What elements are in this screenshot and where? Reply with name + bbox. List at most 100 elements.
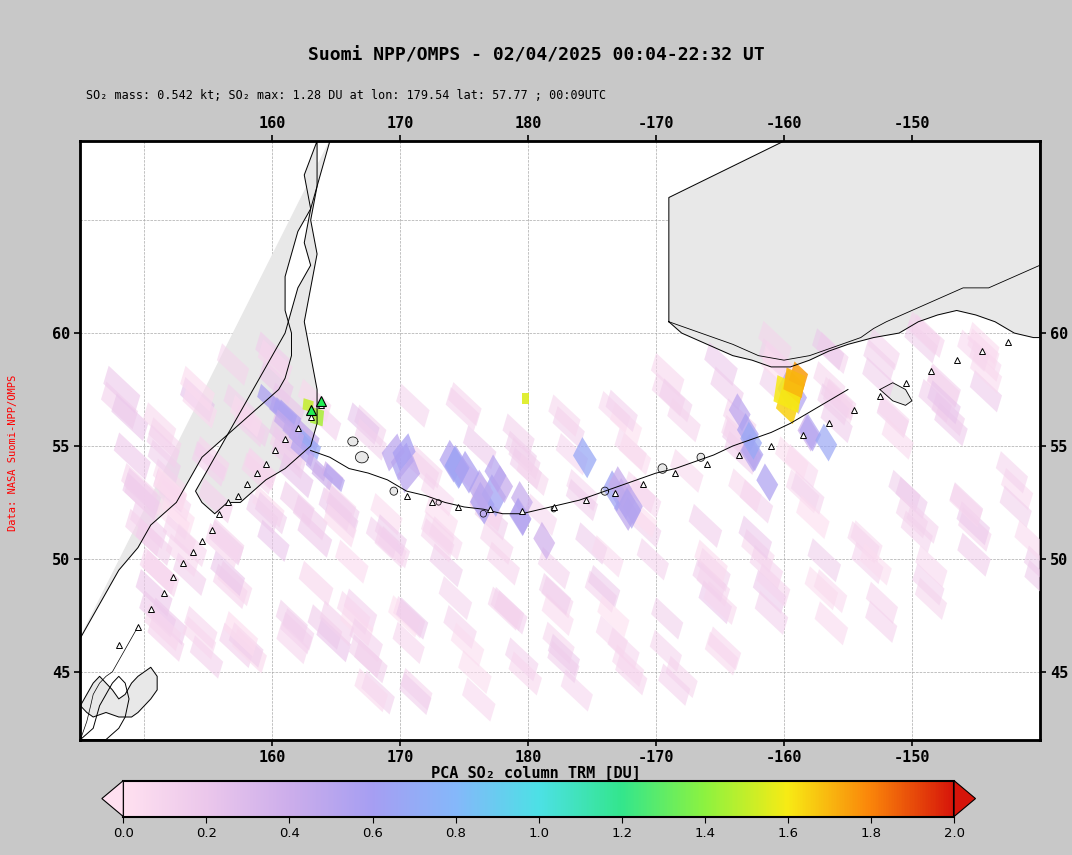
Bar [481,475,506,517]
Bar [970,370,1002,412]
Bar [666,656,698,698]
Bar [905,320,938,363]
Polygon shape [436,499,442,505]
Bar [742,433,763,471]
Bar [650,629,682,672]
Bar [344,588,377,633]
Bar [509,498,532,535]
Bar [247,492,279,534]
Bar [153,467,187,510]
Bar [257,339,293,385]
Bar [1001,468,1033,510]
Bar [241,452,273,495]
Bar [347,403,379,445]
Bar [297,428,321,460]
Bar [548,634,580,676]
Bar [896,496,928,539]
Bar [817,332,849,374]
Bar [282,608,314,651]
Bar [740,434,762,472]
Bar [728,469,762,512]
Bar [210,551,245,596]
Bar [130,501,167,549]
Bar [470,481,494,525]
Bar [541,593,574,636]
Bar [162,492,195,534]
Bar [777,372,800,410]
Bar [180,377,214,422]
Bar [288,424,313,456]
Bar [926,365,959,409]
Polygon shape [669,141,1040,367]
Bar [800,414,821,451]
Bar [114,433,151,480]
Bar [255,492,287,534]
Bar [865,600,897,643]
Bar [784,368,805,398]
Bar [753,570,787,614]
Bar [491,587,524,631]
Bar [670,449,703,492]
Bar [999,486,1031,528]
Bar [421,511,455,556]
Bar [785,444,818,488]
Bar [791,471,824,515]
Bar [956,501,991,545]
Bar [448,382,481,426]
Bar [658,663,690,706]
Bar [323,481,356,524]
Bar [147,425,180,468]
Bar [566,479,598,522]
Bar [144,604,181,652]
Bar [796,495,830,540]
Bar [860,543,892,586]
Bar [967,328,999,371]
Bar [238,404,270,447]
Bar [967,321,999,364]
Bar [223,384,255,427]
Bar [213,563,248,609]
Bar [354,640,388,683]
Bar [494,591,527,634]
Bar [693,557,726,602]
Bar [397,455,420,493]
Bar [252,486,284,528]
Bar [505,431,537,473]
Bar [862,357,894,399]
Bar [280,612,312,654]
Bar [269,396,294,428]
Bar [969,339,1001,382]
Bar [511,481,533,519]
Bar [503,414,535,456]
Bar [736,413,759,451]
Bar [209,520,243,565]
Bar [257,384,281,416]
Bar [272,397,297,429]
Bar [729,393,750,431]
Bar [190,635,223,679]
Bar [1014,520,1046,563]
Bar [566,469,598,511]
Bar [629,476,661,519]
Bar [911,314,944,358]
Bar [122,472,160,520]
Bar [950,482,983,526]
Bar [914,578,947,620]
Bar [957,329,989,372]
Bar [606,390,638,432]
Bar [625,496,657,538]
Bar [525,493,557,536]
Bar [907,311,940,356]
Bar [143,402,176,445]
Polygon shape [356,451,369,463]
Bar [445,445,470,487]
Bar [612,478,636,519]
Bar [817,383,849,426]
Bar [319,600,354,646]
Bar [608,466,632,507]
Bar [749,545,784,589]
Bar [775,436,808,481]
Bar [755,591,788,635]
Bar [762,340,795,385]
Bar [470,487,504,532]
